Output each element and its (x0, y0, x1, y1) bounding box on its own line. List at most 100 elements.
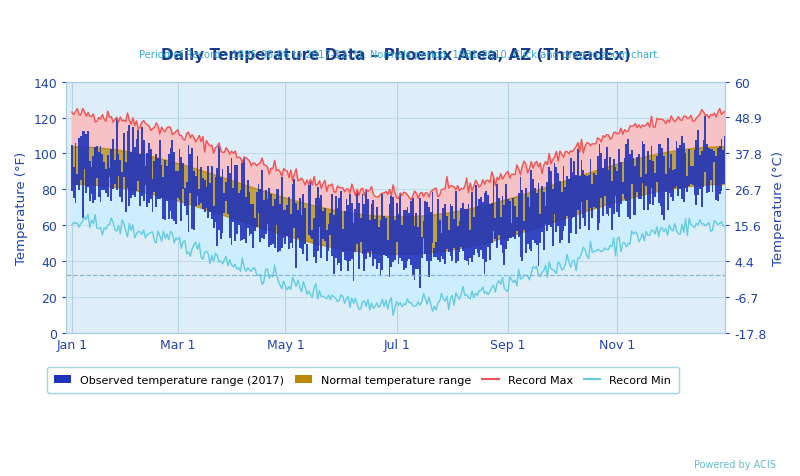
Bar (690, 167, 692, 184)
Bar (331, 194, 333, 257)
Bar (324, 208, 326, 241)
Bar (586, 176, 588, 201)
Bar (389, 204, 390, 277)
Bar (470, 231, 471, 258)
Bar (168, 155, 170, 220)
Bar (526, 197, 529, 244)
Bar (645, 175, 647, 187)
Bar (175, 171, 177, 225)
Bar (529, 208, 530, 250)
Bar (428, 208, 430, 278)
Bar (550, 172, 552, 228)
Bar (367, 199, 369, 253)
Bar (314, 218, 315, 258)
Text: Period of Record – 1895-08-06 to 2017-12-31. Normals period: 1981-2010. Click an: Period of Record – 1895-08-06 to 2017-12… (139, 50, 661, 60)
Bar (86, 135, 87, 194)
Bar (650, 147, 652, 189)
Bar (620, 163, 622, 205)
Bar (482, 202, 484, 259)
Bar (721, 139, 722, 191)
Bar (493, 178, 494, 231)
Bar (279, 205, 281, 251)
Bar (100, 147, 102, 203)
Bar (448, 230, 450, 253)
Bar (643, 145, 645, 210)
Bar (418, 228, 419, 269)
Bar (581, 160, 582, 202)
Bar (145, 167, 146, 186)
Bar (351, 204, 353, 260)
Bar (216, 169, 218, 246)
Bar (347, 206, 349, 271)
Bar (473, 218, 474, 256)
Bar (558, 174, 559, 227)
Bar (366, 191, 367, 260)
Bar (598, 144, 600, 224)
Bar (543, 192, 545, 250)
Bar (414, 227, 415, 281)
Bar (209, 183, 211, 213)
Bar (369, 221, 370, 258)
Bar (385, 219, 386, 257)
Bar (647, 152, 649, 211)
Bar (534, 188, 536, 243)
Bar (214, 178, 216, 222)
Bar (498, 198, 500, 236)
Bar (640, 178, 642, 199)
Bar (582, 170, 584, 218)
Bar (334, 196, 337, 259)
Bar (439, 220, 441, 262)
Bar (724, 137, 726, 184)
Bar (275, 190, 278, 226)
Bar (654, 174, 656, 198)
Bar (519, 178, 522, 257)
Bar (178, 150, 181, 200)
Bar (510, 223, 512, 238)
Bar (442, 208, 444, 259)
Bar (711, 149, 714, 193)
Bar (674, 169, 676, 189)
Bar (360, 218, 362, 242)
Bar (401, 226, 403, 261)
Bar (467, 205, 470, 265)
Bar (577, 150, 578, 210)
Bar (299, 199, 301, 248)
Bar (419, 198, 421, 288)
Bar (701, 151, 702, 208)
Bar (337, 209, 338, 266)
Bar (453, 220, 455, 249)
Bar (207, 167, 209, 219)
Bar (548, 168, 550, 226)
Bar (572, 173, 574, 218)
Bar (458, 221, 460, 252)
Bar (663, 157, 665, 220)
Bar (412, 199, 414, 276)
Bar (118, 155, 119, 177)
Bar (714, 152, 715, 163)
Bar (722, 151, 724, 184)
Bar (604, 159, 606, 197)
Bar (290, 215, 292, 244)
Bar (666, 139, 669, 210)
Bar (559, 182, 561, 243)
Bar (83, 132, 86, 170)
Bar (268, 188, 270, 248)
Bar (342, 230, 344, 252)
Bar (338, 198, 340, 264)
Bar (491, 204, 493, 244)
Bar (222, 169, 223, 234)
Bar (259, 189, 261, 242)
Bar (471, 192, 473, 262)
Bar (578, 176, 581, 230)
Bar (590, 160, 591, 208)
Bar (304, 209, 306, 244)
Bar (238, 194, 240, 226)
Bar (254, 218, 256, 232)
Bar (522, 190, 523, 261)
Bar (102, 155, 103, 190)
Bar (516, 218, 518, 231)
Bar (500, 218, 502, 245)
Bar (611, 181, 613, 231)
Bar (574, 162, 575, 218)
Bar (142, 140, 145, 202)
